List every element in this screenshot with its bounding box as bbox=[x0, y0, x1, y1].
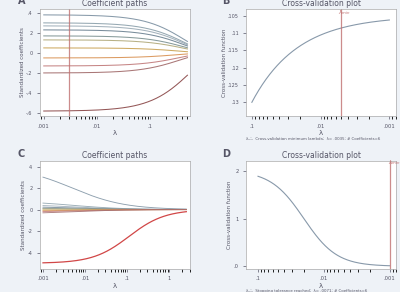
Text: B: B bbox=[222, 0, 230, 6]
Title: Coefficient paths: Coefficient paths bbox=[82, 0, 148, 8]
X-axis label: λ: λ bbox=[319, 130, 323, 136]
Title: Cross-validation plot: Cross-validation plot bbox=[282, 0, 361, 8]
Y-axis label: Cross-validation function: Cross-validation function bbox=[227, 181, 232, 249]
Y-axis label: Standardized coefficients: Standardized coefficients bbox=[20, 27, 24, 98]
X-axis label: λ: λ bbox=[319, 283, 323, 289]
Text: D: D bbox=[222, 149, 230, 159]
X-axis label: λ: λ bbox=[113, 283, 117, 289]
Text: λₘᴵₙ  Stopping tolerance reached;  λ= .0071; # Coefficients=6: λₘᴵₙ Stopping tolerance reached; λ= .007… bbox=[246, 289, 368, 292]
Text: $\lambda_{min}$: $\lambda_{min}$ bbox=[388, 158, 400, 166]
Text: λₘᴵₙ  Cross-validation minimum lambda;  λ= .0035; # Coefficients=6: λₘᴵₙ Cross-validation minimum lambda; λ=… bbox=[246, 137, 381, 141]
Title: Coefficient paths: Coefficient paths bbox=[82, 152, 148, 161]
X-axis label: λ: λ bbox=[113, 130, 117, 136]
Y-axis label: Standardized coefficients: Standardized coefficients bbox=[21, 180, 26, 250]
Title: Cross-validation plot: Cross-validation plot bbox=[282, 152, 361, 161]
Text: $\lambda_{min}$: $\lambda_{min}$ bbox=[338, 8, 351, 17]
Text: C: C bbox=[18, 149, 25, 159]
Text: A: A bbox=[18, 0, 25, 6]
Y-axis label: Cross-validation function: Cross-validation function bbox=[222, 28, 226, 97]
